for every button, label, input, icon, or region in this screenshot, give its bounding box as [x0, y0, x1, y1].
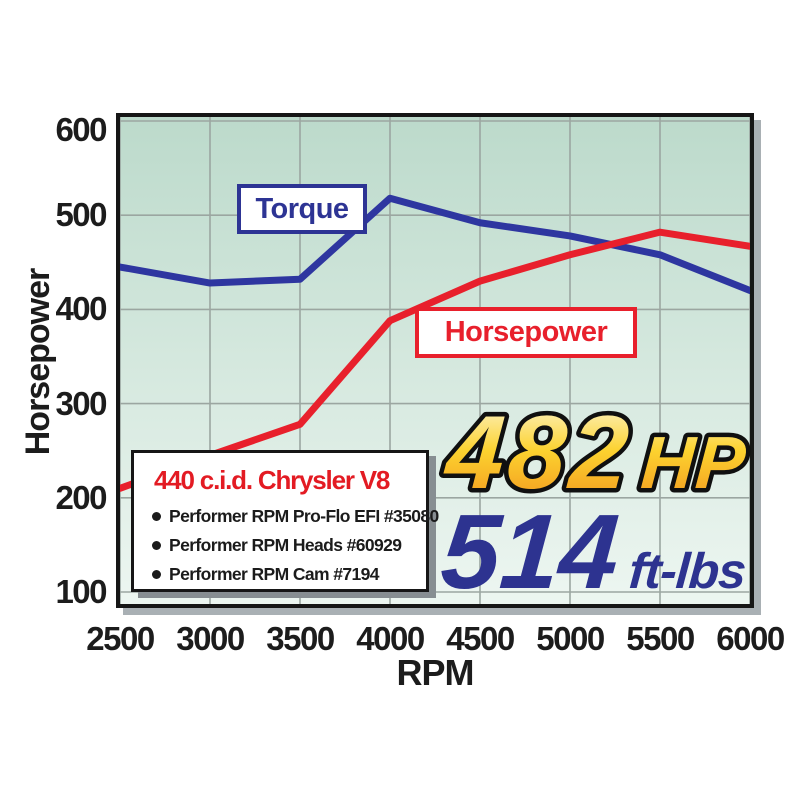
- x-axis-title: RPM: [396, 652, 475, 693]
- y-tick-label: 100: [55, 573, 107, 610]
- x-tick-label: 4500: [446, 620, 515, 657]
- parts-list-item-label: Performer RPM Heads #60929: [169, 535, 402, 555]
- bullet-icon: [152, 512, 161, 521]
- peak-horsepower-headline: 482HP: [441, 395, 751, 511]
- peak-torque-unit: ft-lbs: [627, 543, 747, 599]
- parts-list-item-label: Performer RPM Pro-Flo EFI #35080: [169, 506, 439, 526]
- torque-series-tag: Torque: [237, 184, 367, 234]
- engine-info-box: 440 c.i.d. Chrysler V8 Performer RPM Pro…: [131, 450, 439, 592]
- torque-line: [120, 194, 750, 295]
- x-tick-label: 3000: [176, 620, 245, 657]
- engine-parts-list: Performer RPM Pro-Flo EFI #35080 Perform…: [152, 502, 439, 589]
- x-tick-label: 5500: [626, 620, 695, 657]
- y-tick-label: 300: [55, 384, 107, 422]
- torque-series-tag-label: Torque: [255, 192, 349, 225]
- peak-torque-value: 514: [438, 493, 623, 611]
- x-tick-label: 4000: [356, 620, 425, 657]
- peak-torque-headline: 514ft-lbs: [438, 493, 751, 611]
- y-tick-label: 600: [55, 111, 107, 148]
- peak-horsepower-unit: HP: [638, 421, 749, 504]
- x-tick-label: 2500: [86, 620, 155, 657]
- horsepower-series-tag: Horsepower: [415, 307, 637, 358]
- y-tick-label: 200: [55, 478, 107, 516]
- horsepower-series-tag-label: Horsepower: [444, 316, 608, 348]
- engine-title: 440 c.i.d. Chrysler V8: [154, 465, 390, 495]
- y-tick-label: 500: [55, 196, 107, 234]
- y-axis-title: Horsepower: [19, 268, 57, 456]
- headline-stats: 482HP 514ft-lbs: [436, 391, 754, 611]
- x-tick-label: 6000: [716, 620, 785, 657]
- y-tick-label: 400: [55, 290, 107, 328]
- x-tick-label: 5000: [536, 620, 605, 657]
- parts-list-item: Performer RPM Cam #7194: [152, 560, 420, 589]
- parts-list-item-label: Performer RPM Cam #7194: [169, 564, 380, 584]
- parts-list-item: Performer RPM Pro-Flo EFI #35080: [152, 502, 439, 531]
- parts-list-item: Performer RPM Heads #60929: [152, 531, 420, 560]
- bullet-icon: [152, 541, 161, 550]
- bullet-icon: [152, 570, 161, 579]
- x-tick-label: 3500: [266, 620, 335, 657]
- peak-horsepower-value: 482: [441, 395, 637, 511]
